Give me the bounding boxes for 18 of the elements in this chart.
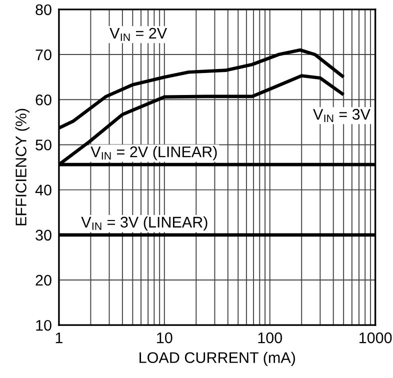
x-tick-label: 1: [56, 332, 62, 344]
x-axis-title: LOAD CURRENT (mA): [140, 352, 295, 366]
series-label: V$_{IN}$ = 3V (LINEAR): [81, 216, 208, 231]
y-tick-label: 10: [36, 320, 52, 331]
y-axis-title: EFFICIENCY (%): [15, 108, 30, 226]
y-tick-label: 30: [36, 230, 52, 241]
y-tick-label: 60: [36, 94, 52, 106]
y-tick-label: 80: [36, 4, 52, 16]
x-tick-label: 1000: [359, 332, 392, 344]
x-tick-label: 100: [258, 332, 282, 344]
series-label: V$_{IN}$ = 3V: [313, 108, 370, 122]
series-label: V$_{IN}$ = 2V (LINEAR): [90, 146, 217, 160]
x-tick-label: 10: [157, 332, 172, 344]
y-tick-label: 70: [36, 49, 52, 60]
y-tick-label: 40: [35, 184, 52, 196]
y-tick-label: 20: [36, 274, 52, 286]
text: V$_{IN}$ = 2V: [110, 28, 168, 41]
y-tick-label: 50: [36, 140, 52, 150]
